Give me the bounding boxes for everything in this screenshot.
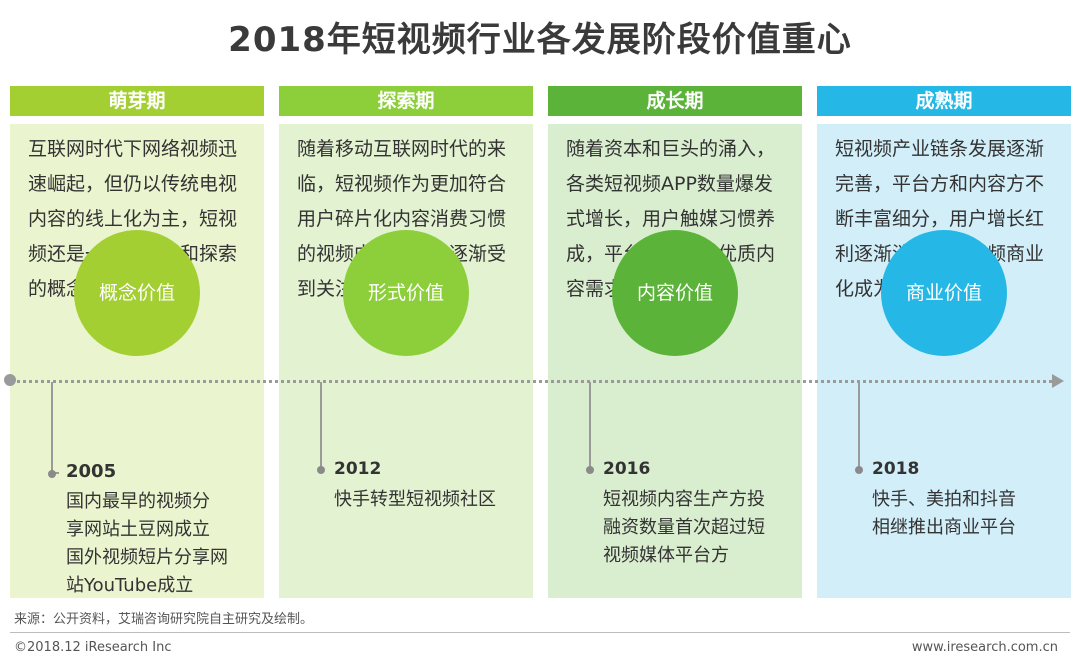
copyright: ©2018.12 iResearch Inc xyxy=(14,640,172,655)
value-circle-form: 形式价值 xyxy=(343,230,469,356)
value-circle-concept: 概念价值 xyxy=(74,230,200,356)
milestone-connector xyxy=(320,382,322,468)
timeline-start-dot xyxy=(4,374,16,386)
milestone-year: 2016 xyxy=(603,459,651,479)
value-circle-commercial: 商业价值 xyxy=(881,230,1007,356)
value-circle-content: 内容价值 xyxy=(612,230,738,356)
timeline-arrow-icon xyxy=(1052,374,1064,388)
milestone-connector xyxy=(589,382,591,468)
source-note: 来源：公开资料，艾瑞咨询研究院自主研究及绘制。 xyxy=(14,612,314,627)
milestone-year: 2005 xyxy=(66,461,117,482)
milestone-dot xyxy=(586,466,594,474)
milestone-dot xyxy=(317,466,325,474)
milestone-dot xyxy=(48,470,56,478)
milestone-text: 快手、美拍和抖音 相继推出商业平台 xyxy=(872,489,1016,538)
stage-growth: 成长期 随着资本和巨头的涌入， 各类短视频APP数量爆发 式增长，用户触媒习惯养… xyxy=(548,86,802,598)
milestone-text: 快手转型短视频社区 xyxy=(334,489,496,510)
milestone-dot xyxy=(855,466,863,474)
stage-header: 成熟期 xyxy=(817,86,1071,116)
website-link: www.iresearch.com.cn xyxy=(911,640,1058,655)
page-title: 2018年短视频行业各发展阶段价值重心 xyxy=(228,20,852,60)
milestone-text: 国内最早的视频分 享网站土豆网成立 国外视频短片分享网 站YouTube成立 xyxy=(66,491,228,596)
stage-header: 萌芽期 xyxy=(10,86,264,116)
stage-panel: 随着资本和巨头的涌入， 各类短视频APP数量爆发 式增长，用户触媒习惯养 成，平… xyxy=(548,124,802,598)
milestone-connector xyxy=(858,382,860,468)
stage-panel: 短视频产业链条发展逐渐 完善，平台方和内容方不 断丰富细分，用户增长红 利逐渐消… xyxy=(817,124,1071,598)
milestone-text: 短视频内容生产方投 融资数量首次超过短 视频媒体平台方 xyxy=(603,489,765,566)
timeline-line xyxy=(10,380,1060,383)
milestone-year: 2018 xyxy=(872,459,920,479)
footer-divider xyxy=(10,632,1070,633)
stage-exploration: 探索期 随着移动互联网时代的来 临，短视频作为更加符合 用户碎片化内容消费习惯 … xyxy=(279,86,533,598)
stage-header: 探索期 xyxy=(279,86,533,116)
stage-maturity: 成熟期 短视频产业链条发展逐渐 完善，平台方和内容方不 断丰富细分，用户增长红 … xyxy=(817,86,1071,598)
stage-header: 成长期 xyxy=(548,86,802,116)
stage-panel: 随着移动互联网时代的来 临，短视频作为更加符合 用户碎片化内容消费习惯 的视频内… xyxy=(279,124,533,598)
milestone-year: 2012 xyxy=(334,459,382,479)
stage-sprouting: 萌芽期 互联网时代下网络视频迅 速崛起，但仍以传统电视 内容的线上化为主，短视 … xyxy=(10,86,264,598)
milestone-connector xyxy=(51,382,53,472)
